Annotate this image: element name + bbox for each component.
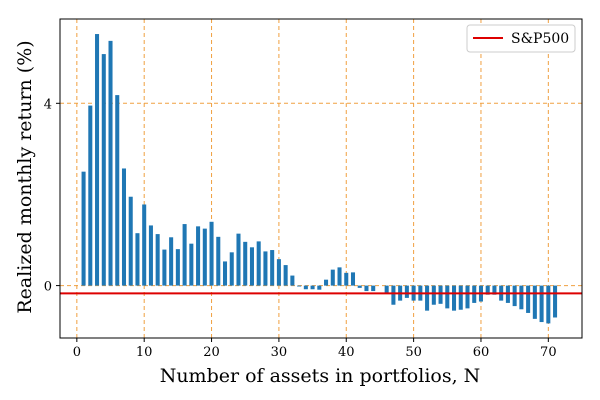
bar: [175, 249, 180, 286]
legend-label-sp500: S&P500: [511, 31, 569, 47]
bar: [485, 285, 490, 295]
bar: [357, 285, 362, 288]
bar: [337, 267, 342, 286]
bar-series: [81, 34, 558, 324]
bar: [115, 95, 120, 286]
axis-ticks: 0 10 20 30 40 50 60 70 0 4: [44, 97, 557, 360]
bar: [438, 285, 443, 304]
bar: [512, 285, 517, 307]
bar: [182, 224, 187, 286]
bar: [169, 237, 174, 286]
y-tick-label: 4: [44, 97, 52, 112]
bar: [539, 285, 544, 323]
bar: [209, 221, 214, 286]
bar: [431, 285, 436, 305]
bar: [350, 272, 356, 286]
bar: [303, 285, 308, 290]
x-tick-label: 0: [73, 345, 81, 360]
bar: [95, 34, 100, 286]
bar: [519, 285, 524, 310]
bar: [263, 251, 268, 286]
bar: [310, 285, 315, 290]
bar: [324, 279, 329, 286]
bar: [155, 234, 160, 286]
bar: [425, 285, 430, 311]
bar: [189, 243, 194, 286]
bar: [526, 285, 531, 313]
bar: [256, 241, 261, 286]
bar: [492, 285, 497, 295]
grid-lines: [60, 19, 582, 338]
bar: [317, 285, 322, 290]
bar: [135, 233, 140, 286]
bar: [553, 285, 558, 318]
bar: [162, 249, 167, 286]
bar: [276, 259, 281, 286]
x-tick-label: 40: [338, 345, 355, 360]
bar: [364, 285, 369, 292]
bar: [404, 285, 409, 298]
x-tick-label: 10: [136, 345, 153, 360]
bar: [297, 285, 302, 287]
bar: [229, 252, 234, 286]
x-tick-label: 20: [203, 345, 220, 360]
y-axis-label: Realized monthly return (%): [14, 40, 36, 313]
bar: [371, 285, 376, 292]
bar: [465, 285, 470, 309]
x-tick-label: 70: [540, 345, 557, 360]
x-axis-label: Number of assets in portfolios, N: [160, 365, 481, 387]
bar: [546, 285, 551, 324]
bar: [243, 241, 248, 286]
bar: [344, 272, 349, 286]
bar: [445, 285, 450, 309]
bar: [532, 285, 537, 319]
bar: [128, 196, 133, 286]
bar: [391, 285, 396, 305]
bar: [202, 228, 207, 286]
plot-frame: [59, 18, 583, 339]
bar: [452, 285, 457, 311]
bar: [216, 236, 221, 286]
bar: [283, 265, 288, 286]
x-tick-label: 50: [405, 345, 422, 360]
bar: [236, 233, 241, 286]
x-tick-label: 60: [473, 345, 490, 360]
bar: [101, 54, 106, 286]
bar: [142, 204, 147, 286]
y-tick-label: 0: [44, 280, 52, 295]
bar: [88, 105, 93, 286]
bar: [108, 40, 113, 286]
x-tick-label: 30: [271, 345, 288, 360]
bar: [330, 269, 335, 286]
bar: [222, 261, 228, 286]
bar: [384, 285, 389, 294]
bar: [81, 171, 86, 286]
bar: [270, 250, 275, 286]
bar: [290, 275, 295, 286]
bar: [458, 285, 463, 310]
bar: [148, 225, 153, 286]
bar: [249, 247, 254, 286]
bar: [121, 168, 127, 286]
legend: S&P500: [466, 24, 576, 53]
bar: [196, 226, 201, 286]
legend-box: [466, 24, 576, 53]
